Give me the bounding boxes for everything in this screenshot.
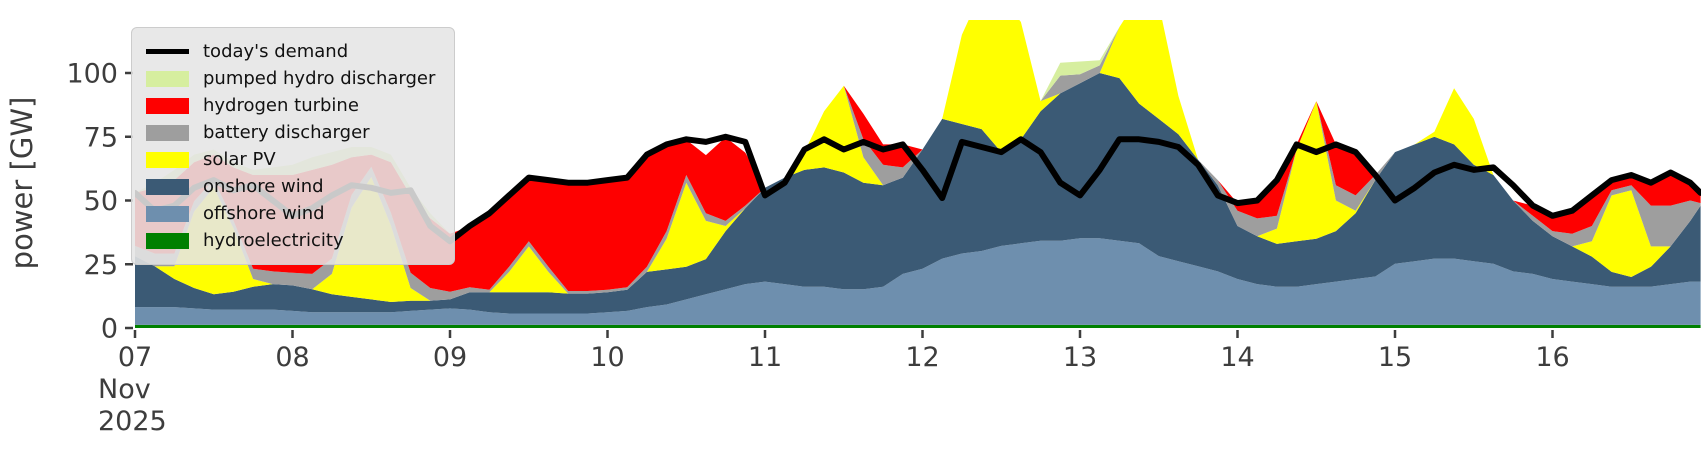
- x-tick-label: 13: [1063, 342, 1097, 373]
- legend-item-battery-discharger: battery discharger: [146, 119, 440, 146]
- x-tick-label: 10: [590, 342, 624, 373]
- legend-item-hydrogen-turbine: hydrogen turbine: [146, 92, 440, 119]
- legend-color-swatch: [146, 232, 189, 249]
- legend-item-onshore-wind: onshore wind: [146, 173, 440, 200]
- x-axis-month-label: Nov: [98, 374, 151, 405]
- x-tick-label: 07: [118, 342, 152, 373]
- legend-item-offshore-wind: offshore wind: [146, 200, 440, 227]
- legend-line-swatch: [146, 49, 189, 54]
- legend-label: hydroelectricity: [203, 230, 344, 251]
- legend-color-swatch: [146, 97, 189, 114]
- x-axis-year-label: 2025: [98, 406, 167, 437]
- legend-label: today's demand: [203, 41, 349, 62]
- x-tick-label: 15: [1378, 342, 1412, 373]
- legend-item-pumped-hydro-discharger: pumped hydro discharger: [146, 65, 440, 92]
- area-hydrogen-turbine: [135, 20, 1701, 292]
- y-tick-label: 25: [84, 250, 118, 281]
- y-tick-label: 100: [66, 59, 118, 90]
- y-tick-label: 0: [101, 314, 118, 345]
- legend-color-swatch: [146, 151, 189, 168]
- legend-color-swatch: [146, 205, 189, 222]
- legend-label: solar PV: [203, 149, 276, 170]
- legend-label: hydrogen turbine: [203, 95, 359, 116]
- legend-label: pumped hydro discharger: [203, 68, 436, 89]
- y-tick-label: 75: [84, 122, 118, 153]
- x-tick-label: 11: [748, 342, 782, 373]
- legend-color-swatch: [146, 124, 189, 141]
- x-tick-label: 12: [905, 342, 939, 373]
- legend: today's demand pumped hydro discharger hyd…: [131, 27, 455, 265]
- area-hydroelectricity: [135, 324, 1701, 328]
- x-tick-label: 16: [1535, 342, 1569, 373]
- legend-color-swatch: [146, 178, 189, 195]
- area-onshore-wind: [135, 73, 1701, 314]
- legend-item-hydroelectricity: hydroelectricity: [146, 227, 440, 254]
- legend-label: offshore wind: [203, 203, 325, 224]
- legend-color-swatch: [146, 70, 189, 87]
- y-tick-label: 50: [84, 186, 118, 217]
- x-tick-label: 08: [275, 342, 309, 373]
- legend-item-solar-pv: solar PV: [146, 146, 440, 173]
- area-solar-PV: [135, 20, 1701, 302]
- x-tick-label: 14: [1220, 342, 1254, 373]
- y-axis-label: power [GW]: [5, 97, 39, 270]
- x-tick-label: 09: [433, 342, 467, 373]
- legend-label: onshore wind: [203, 176, 324, 197]
- legend-label: battery discharger: [203, 122, 370, 143]
- legend-item-today-s-demand: today's demand: [146, 38, 440, 65]
- area-offshore-wind: [135, 238, 1701, 325]
